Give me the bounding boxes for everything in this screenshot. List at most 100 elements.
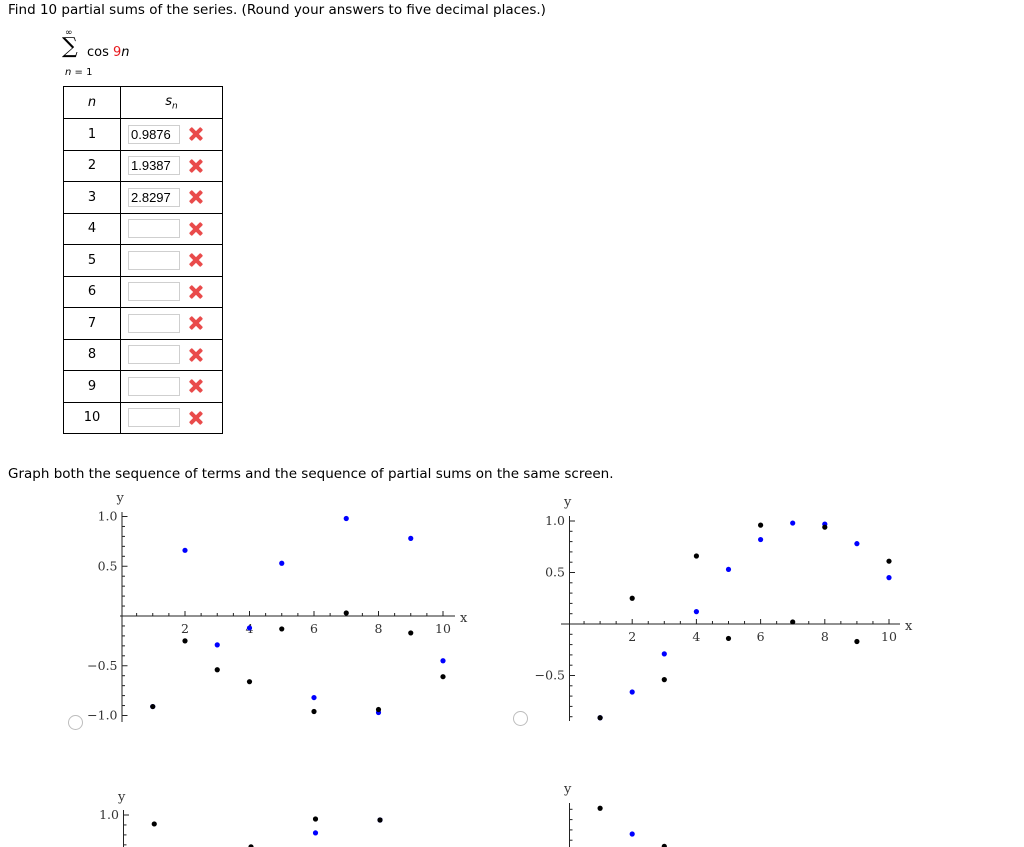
partial-sum-point [629, 595, 635, 601]
header-sn-label: s [165, 93, 173, 109]
series-expression: ∞ ∑ cos 9n n = 1 [56, 28, 176, 80]
svg-text:4: 4 [692, 629, 700, 644]
partial-sum-point [377, 817, 383, 823]
partial-sum-point [725, 635, 732, 642]
term-point [343, 515, 349, 522]
svg-text:−1.0: −1.0 [87, 708, 117, 723]
term-variable: n [121, 45, 130, 60]
sn-input-4[interactable] [128, 219, 180, 239]
sn-input-5[interactable] [128, 250, 180, 270]
term-point [629, 689, 635, 695]
row-sn-cell [120, 244, 223, 277]
series-term: cos 9n [87, 45, 130, 60]
table-row: 4 [63, 212, 223, 245]
term-point [725, 566, 732, 573]
term-point [790, 520, 796, 526]
question-prompt-graph: Graph both the sequence of terms and the… [8, 466, 614, 482]
term-point [311, 694, 317, 701]
partial-sum-point [150, 703, 156, 710]
svg-text:x: x [460, 611, 468, 626]
scatter-plot-option-b: y 1.0 0.5 −0.5 2 4 6 8 10 x [535, 495, 913, 721]
table-row: 7 [63, 307, 223, 340]
sn-input-1[interactable]: 0.9876 [128, 124, 180, 144]
row-sn-cell [120, 370, 223, 403]
row-sn-cell [120, 307, 223, 340]
partial-sum-point [597, 805, 603, 811]
partial-sum-point [408, 630, 414, 636]
partial-sum-point [151, 821, 157, 827]
radio-option-a[interactable] [68, 715, 83, 730]
row-sn-cell [120, 275, 223, 308]
svg-text:6: 6 [310, 621, 318, 636]
partial-sum-point [597, 715, 603, 721]
lower-limit-eq: = 1 [71, 67, 93, 78]
term-point [693, 609, 700, 615]
row-sn-cell: 2.8297 [120, 181, 223, 214]
term-point [661, 651, 667, 657]
svg-text:x: x [905, 619, 913, 634]
sn-input-9[interactable] [128, 376, 180, 396]
partial-sum-point [790, 619, 796, 625]
partial-sum-point [214, 667, 220, 673]
svg-text:1.0: 1.0 [98, 509, 118, 524]
term-point [279, 560, 285, 566]
sn-input-7[interactable] [128, 313, 180, 333]
partial-sum-point [246, 679, 253, 685]
partial-sum-point [312, 816, 319, 822]
table-row: 8 [63, 338, 223, 371]
term-point [214, 642, 220, 648]
partial-sum-point [248, 844, 254, 847]
sn-input-6[interactable] [128, 282, 180, 302]
partial-sum-point [886, 558, 892, 564]
partial-sum-point [343, 610, 349, 616]
svg-text:y: y [116, 491, 125, 506]
svg-text:10: 10 [881, 629, 897, 644]
table-row: 6 [63, 275, 223, 308]
svg-text:1.0: 1.0 [99, 807, 119, 822]
term-function: cos [87, 45, 114, 60]
sigma-icon: ∑ [62, 34, 78, 59]
term-point [440, 658, 446, 664]
row-n: 9 [63, 370, 121, 403]
row-n: 4 [63, 212, 121, 245]
partial-sum-point [661, 843, 667, 847]
sn-input-2[interactable]: 1.9387 [128, 156, 180, 176]
scatter-plot-option-c: y 1.0 [99, 790, 383, 847]
svg-text:10: 10 [435, 621, 451, 636]
svg-text:1.0: 1.0 [545, 513, 565, 528]
scatter-plot-option-d: y [563, 782, 667, 847]
partial-sum-point [279, 626, 285, 632]
row-sn-cell [120, 401, 223, 434]
partial-sum-point [661, 677, 667, 683]
svg-text:8: 8 [375, 621, 383, 636]
sn-input-10[interactable] [128, 408, 180, 428]
table-row: 9 [63, 370, 223, 403]
term-point [854, 541, 860, 547]
row-n: 10 [63, 401, 121, 434]
header-sn-subscript: n [172, 101, 178, 112]
partial-sum-point [182, 638, 188, 644]
partial-sum-point [693, 553, 700, 559]
header-sn: sn [120, 86, 223, 119]
row-n: 7 [63, 307, 121, 340]
table-row: 10 [63, 401, 223, 434]
term-point [408, 535, 414, 541]
row-n: 3 [63, 181, 121, 214]
partial-sum-point [822, 524, 828, 530]
radio-option-b[interactable] [513, 711, 528, 726]
sn-input-3[interactable]: 2.8297 [128, 187, 180, 207]
partial-sums-table: n sn 1 0.9876 2 1.9387 3 2.8297 4 5 6 7 8 9 10 [63, 86, 223, 434]
term-point [886, 575, 892, 581]
table-header-row: n sn [63, 86, 223, 119]
upper-limit: ∞ [65, 28, 73, 38]
svg-text:2: 2 [628, 629, 636, 644]
sn-input-8[interactable] [128, 345, 180, 365]
row-n: 1 [63, 118, 121, 151]
svg-text:y: y [117, 790, 126, 805]
row-sn-cell [120, 212, 223, 245]
row-sn-cell: 1.9387 [120, 149, 223, 182]
svg-text:8: 8 [821, 629, 829, 644]
svg-text:2: 2 [181, 621, 189, 636]
svg-text:y: y [563, 495, 572, 510]
svg-text:6: 6 [757, 629, 765, 644]
